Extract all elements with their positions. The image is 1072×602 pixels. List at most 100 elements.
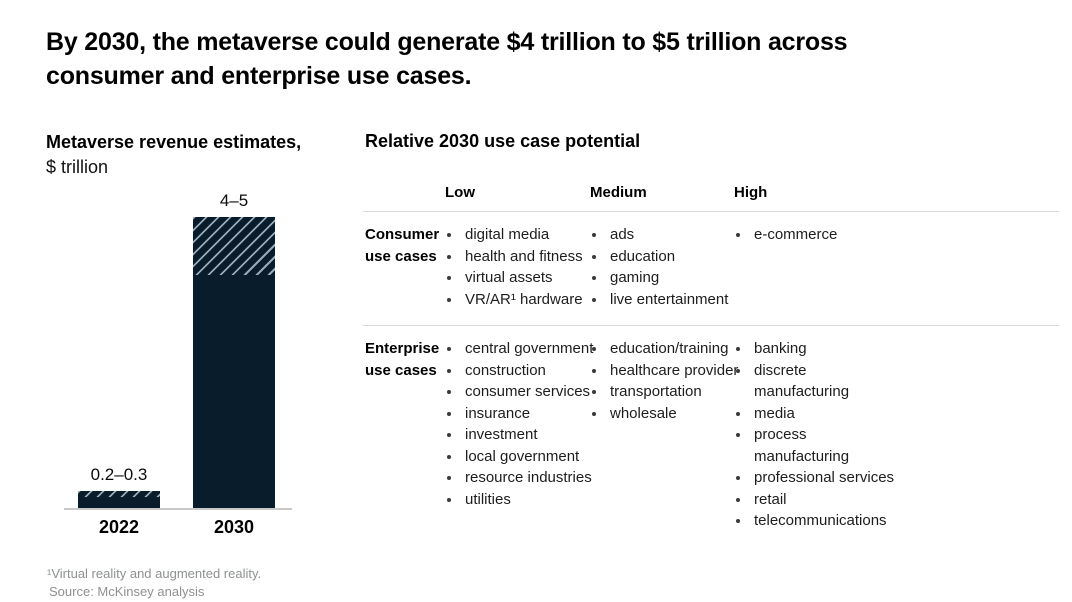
footnote-line-2: Source: McKinsey analysis (49, 583, 205, 599)
bullet-text: consumer services (465, 383, 591, 400)
bullet-text: telecommunications (754, 512, 887, 529)
column-header-high: High (734, 184, 768, 201)
cell-enterprise-medium: education/training healthcare provider tra… (589, 338, 738, 532)
bullet-icon (736, 368, 740, 373)
bullet-list-item: construction (444, 360, 589, 382)
bullet-list-item: digital media (444, 224, 589, 246)
bullet-icon (447, 433, 451, 437)
bullet-icon (592, 347, 596, 351)
bullet-list-item: gaming (589, 267, 733, 289)
bullet-text: media (754, 404, 795, 422)
bullet-list-item: process manufacturing (733, 424, 1059, 467)
bullet-icon (447, 454, 451, 459)
bullet-text: VR/AR¹ hardware (465, 290, 583, 308)
bullet-text: construction (465, 361, 546, 379)
bullet-icon (592, 297, 596, 302)
footnote-line-1: ¹Virtual reality and augmented reality. (47, 566, 262, 581)
page-title: By 2030, the metaverse could generate $4… (46, 28, 848, 90)
footnote: ¹Virtual reality and augmented reality. … (47, 565, 261, 600)
bullet-text: e-commerce (754, 226, 838, 243)
bullet-text: ads (610, 226, 635, 243)
x-axis-line (64, 508, 292, 510)
bullet-text: insurance (465, 404, 531, 422)
bullet-list-item: local government (444, 446, 589, 468)
chart-heading: Metaverse revenue estimates, $ trillion (46, 130, 301, 180)
bullet-icon (736, 497, 740, 502)
bullet-list-item: media (733, 403, 1059, 425)
bullet-list-item: resource industries (444, 467, 592, 489)
bullet-list-item: transportation (589, 381, 733, 403)
bullet-text: utilities (465, 490, 511, 508)
bar-hatched-segment (78, 491, 160, 497)
bullet-icon (736, 347, 740, 351)
chart-heading-text: Metaverse revenue estimates, (46, 132, 302, 152)
bullet-icon (592, 390, 596, 394)
bullet-list-item: live entertainment (589, 289, 733, 311)
bullet-text: retail (754, 490, 787, 508)
bullet-text: health and fitness (465, 247, 583, 265)
bullet-icon (447, 297, 451, 302)
bullet-icon (447, 233, 451, 237)
bullet-icon (592, 368, 596, 373)
bullet-icon (447, 276, 451, 280)
bullet-icon (736, 233, 740, 237)
bullet-list-item: central government (444, 338, 593, 360)
bullet-text: virtual assets (465, 269, 553, 286)
bullet-text: local government (465, 447, 580, 465)
table-heading: Relative 2030 use case potential (365, 131, 641, 151)
bullet-list-item: insurance (444, 403, 589, 425)
bullet-icon (736, 476, 740, 480)
bullet-list-item: professional services (733, 467, 1059, 489)
bullet-icon (592, 254, 596, 259)
bar-solid-segment (78, 497, 160, 508)
bullet-icon (447, 497, 451, 502)
bullet-list-item: VR/AR¹ hardware (444, 289, 589, 311)
bullet-list-item: consumer services (444, 381, 591, 403)
bullet-list-item: banking (733, 338, 1059, 360)
bullet-list-item: virtual assets (444, 267, 589, 289)
bullet-text: gaming (610, 269, 660, 286)
cell-consumer-medium: ads education gaming live entertainment (589, 224, 733, 310)
bullet-list-item: e-commerce (733, 224, 1059, 246)
bullet-text: education/training (610, 340, 729, 357)
cell-consumer-high: e-commerce (733, 224, 1059, 310)
bullet-text: discrete manufacturing (754, 361, 850, 401)
bullet-icon (592, 411, 596, 416)
bullet-icon (447, 411, 451, 416)
bar-value-label: 4–5 (219, 191, 249, 210)
bullet-text: resource industries (465, 469, 592, 486)
bullet-list-item: health and fitness (444, 246, 589, 268)
bar-value-label: 0.2–0.3 (90, 465, 148, 484)
x-tick-2030: 2030 (213, 517, 255, 537)
bullet-list-item: telecommunications (733, 510, 1059, 532)
x-tick-2022: 2022 (98, 517, 140, 537)
bullet-list-item: healthcare provider (589, 360, 738, 382)
bullet-list-item: utilities (444, 489, 589, 511)
bullet-icon (447, 390, 451, 394)
bullet-text: central government (465, 340, 594, 357)
bullet-icon (736, 433, 740, 437)
bullet-icon (736, 411, 740, 416)
bar-chart: 0.2–0.3 4–5 2022 2030 (46, 180, 308, 537)
bar-2030: 4–5 (193, 191, 275, 508)
table-header-row: Low Medium High (363, 183, 1059, 211)
bullet-list-item: discrete manufacturing (733, 360, 1059, 403)
bullet-icon (447, 368, 451, 373)
bullet-list-item: retail (733, 489, 1059, 511)
bullet-icon (592, 233, 596, 237)
bullet-text: wholesale (610, 404, 677, 422)
bullet-text: live entertainment (610, 290, 729, 308)
bullet-icon (592, 276, 596, 280)
bullet-text: transportation (610, 383, 702, 400)
bullet-text: healthcare provider (610, 361, 739, 379)
bullet-icon (736, 519, 740, 523)
bullet-text: process manufacturing (754, 426, 850, 465)
bullet-list-item: education/training (589, 338, 733, 360)
row-label-enterprise: Enterprise use cases (365, 340, 440, 379)
table-row-consumer: Consumer use cases digital media health a… (363, 211, 1059, 325)
bullet-icon (447, 254, 451, 259)
bullet-text: education (610, 247, 676, 265)
bar-2022: 0.2–0.3 (78, 465, 160, 508)
chart-unit-label: $ trillion (46, 157, 109, 177)
bullet-list-item: ads (589, 224, 733, 246)
